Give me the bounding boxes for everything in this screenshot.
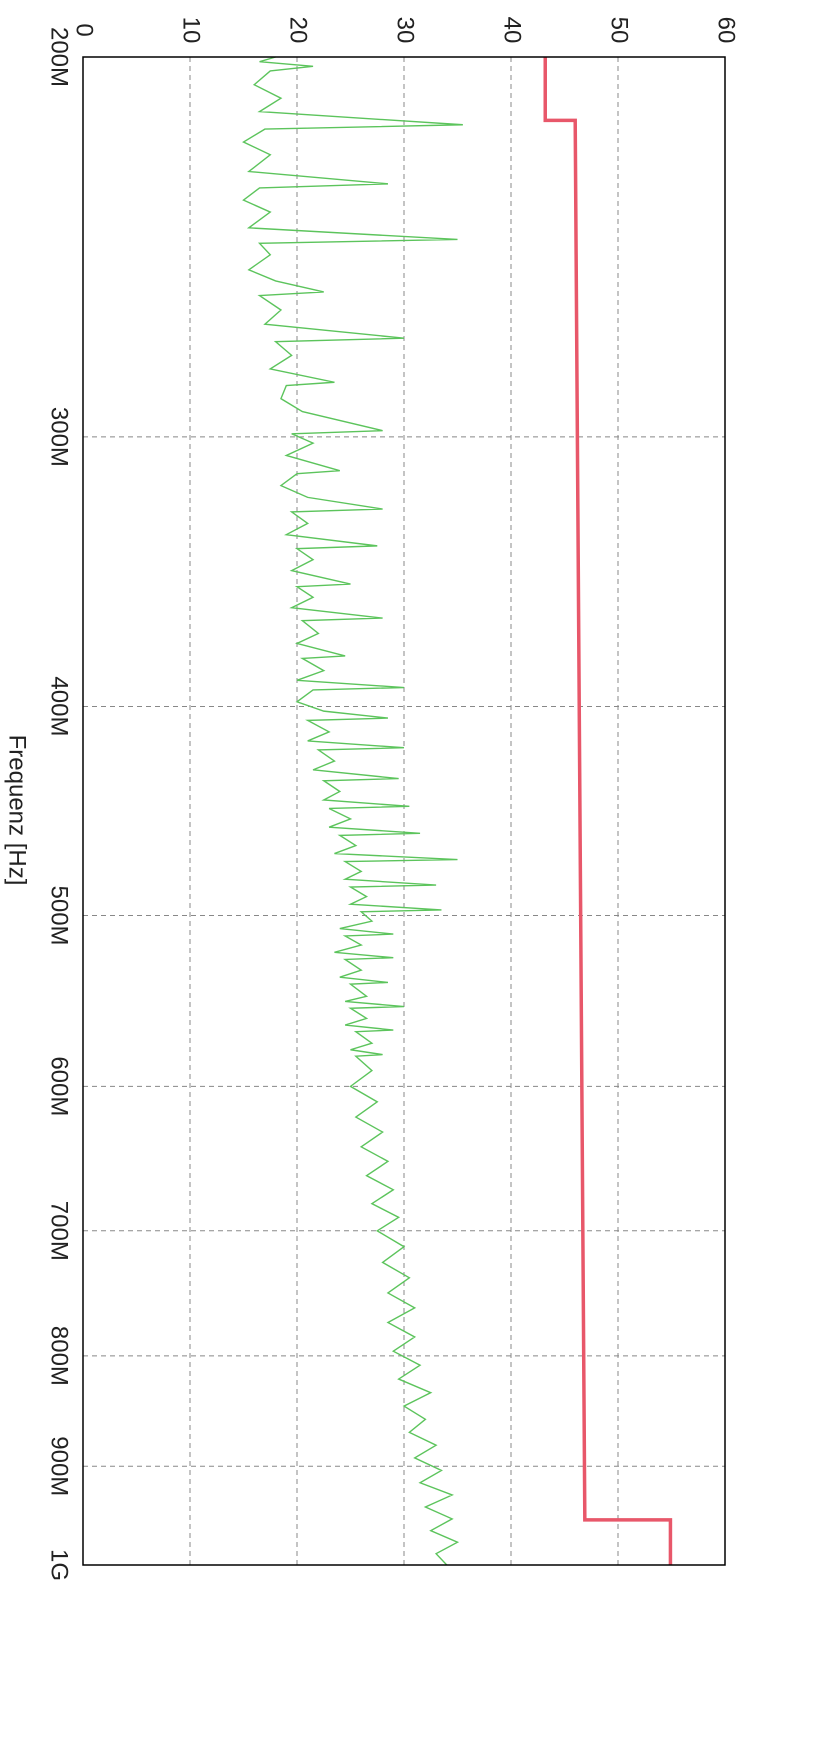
plot-frame [82, 56, 726, 1566]
x-tick-label: 800M [46, 1326, 73, 1386]
x-tick-label: 700M [46, 1201, 73, 1261]
y-tick-label: 0 [71, 23, 98, 36]
x-tick-label: 300M [46, 407, 73, 467]
y-tick-label: 50 [606, 17, 633, 44]
x-tick-label: 1G [46, 1549, 73, 1581]
x-axis-title: Frequenz [Hz] [4, 735, 31, 886]
y-tick-label: 60 [713, 17, 740, 44]
x-tick-label: 900M [46, 1436, 73, 1496]
x-tick-label: 600M [46, 1056, 73, 1116]
data-line [543, 57, 673, 1565]
data-line [242, 56, 463, 1566]
y-tick-label: 10 [178, 17, 205, 44]
y-tick-label: 40 [499, 17, 526, 44]
x-tick-label: 200M [46, 27, 73, 87]
y-tick-label: 30 [392, 17, 419, 44]
x-tick-label: 500M [46, 886, 73, 946]
x-tick-label: 400M [46, 676, 73, 736]
y-tick-label: 20 [285, 17, 312, 44]
